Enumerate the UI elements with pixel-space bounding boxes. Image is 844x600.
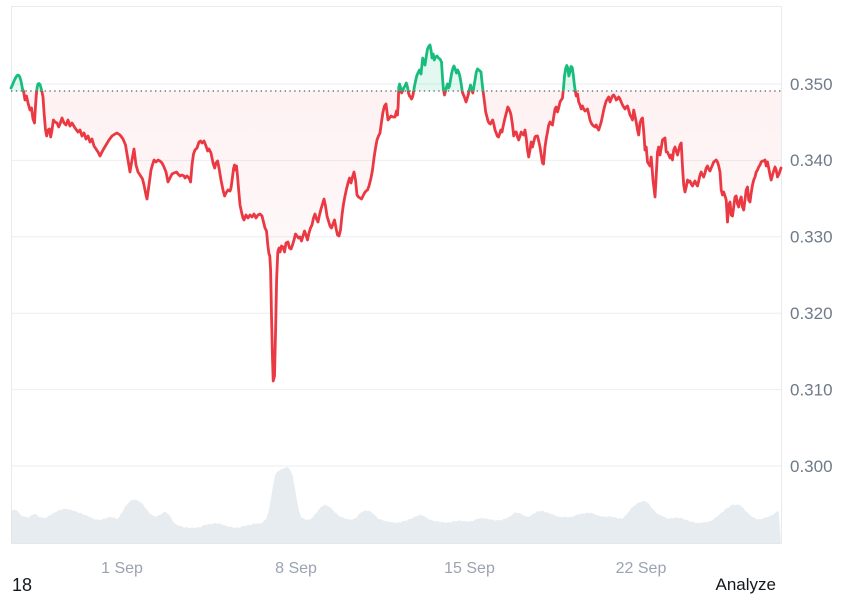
- svg-text:0.350: 0.350: [790, 75, 833, 94]
- svg-text:15 Sep: 15 Sep: [444, 560, 495, 577]
- svg-text:1 Sep: 1 Sep: [101, 560, 143, 577]
- svg-text:0.320: 0.320: [790, 304, 833, 323]
- svg-text:0.330: 0.330: [790, 228, 833, 247]
- svg-text:Analyze: Analyze: [716, 575, 776, 594]
- svg-text:8 Sep: 8 Sep: [275, 560, 317, 577]
- svg-text:22 Sep: 22 Sep: [616, 560, 667, 577]
- svg-text:0.300: 0.300: [790, 457, 833, 476]
- svg-text:0.310: 0.310: [790, 380, 833, 399]
- svg-text:18: 18: [12, 575, 32, 595]
- svg-text:0.340: 0.340: [790, 151, 833, 170]
